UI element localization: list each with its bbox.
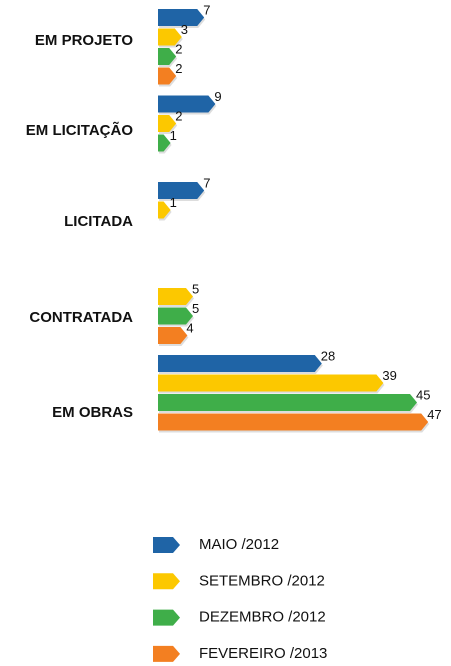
value-label: 45 — [416, 387, 430, 402]
bar — [158, 95, 216, 113]
legend-swatch — [153, 609, 180, 626]
category-label: EM PROJETO — [35, 32, 133, 49]
category-label: CONTRATADA — [29, 309, 133, 326]
value-label: 47 — [427, 407, 441, 422]
legend-swatch — [153, 573, 180, 590]
value-label: 1 — [170, 195, 177, 210]
bar — [158, 413, 429, 431]
value-label: 28 — [321, 348, 335, 363]
value-label: 4 — [186, 320, 193, 335]
bar — [158, 374, 384, 392]
bar — [158, 182, 205, 199]
bar — [158, 67, 177, 85]
value-label: 7 — [203, 2, 210, 17]
value-label: 7 — [203, 175, 210, 190]
legend-label: MAIO /2012 — [199, 536, 279, 553]
value-label: 5 — [192, 281, 199, 296]
value-label: 3 — [181, 22, 188, 37]
value-label: 1 — [170, 128, 177, 143]
bar — [158, 307, 193, 325]
category-label: EM LICITAÇÃO — [26, 121, 134, 139]
value-label: 2 — [175, 41, 182, 56]
legend-label: DEZEMBRO /2012 — [199, 609, 326, 626]
bar — [158, 9, 205, 26]
legend-label: FEVEREIRO /2013 — [199, 645, 327, 662]
legend-label: SETEMBRO /2012 — [199, 572, 325, 589]
bar — [158, 48, 177, 65]
value-label: 2 — [175, 108, 182, 123]
value-label: 2 — [175, 61, 182, 76]
value-label: 9 — [214, 89, 221, 104]
bar — [158, 355, 322, 372]
value-label: 39 — [382, 368, 396, 383]
value-label: 5 — [192, 301, 199, 316]
bar — [158, 134, 171, 152]
bar — [158, 28, 182, 46]
legend-swatch — [153, 645, 180, 662]
bar — [158, 327, 188, 344]
category-label: EM OBRAS — [52, 404, 133, 421]
category-label: LICITADA — [64, 213, 133, 230]
bar — [158, 115, 177, 132]
bar — [158, 394, 417, 411]
bar — [158, 288, 193, 305]
bar — [158, 201, 171, 219]
legend-swatch — [153, 537, 180, 553]
